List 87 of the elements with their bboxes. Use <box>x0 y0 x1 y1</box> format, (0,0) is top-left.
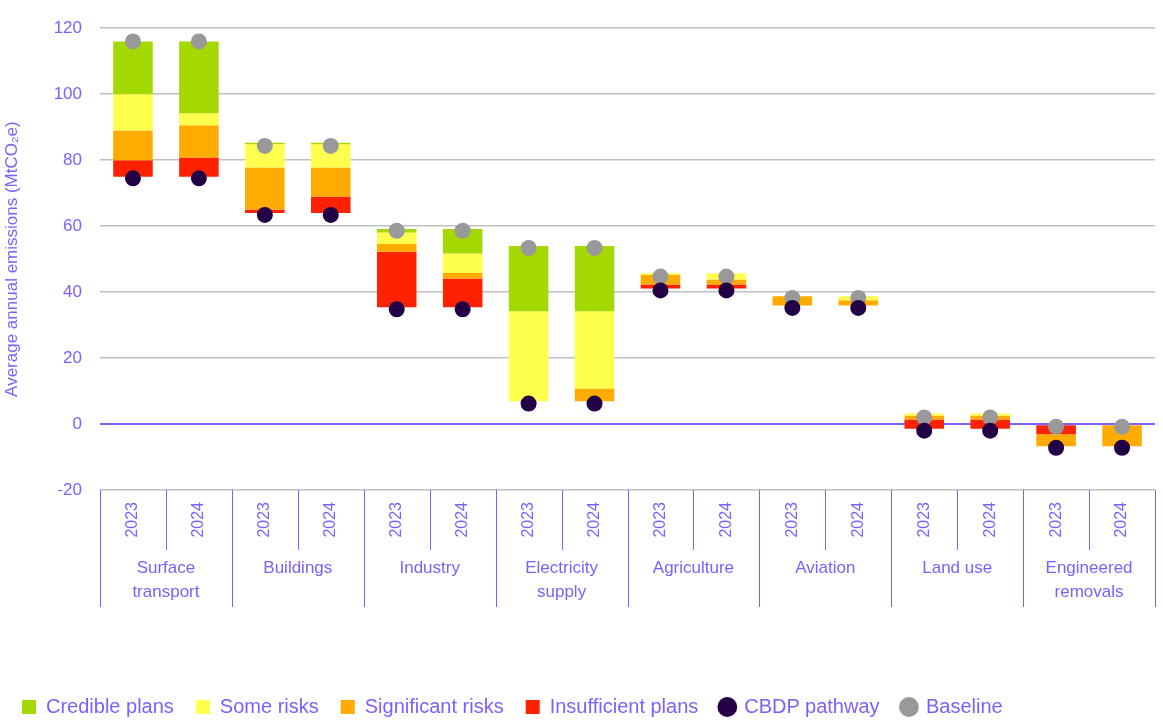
bar <box>179 125 219 158</box>
point <box>256 206 273 223</box>
y-tick-label: -20 <box>57 479 82 499</box>
point <box>1048 439 1065 456</box>
bar <box>179 157 219 177</box>
legend-label: Credible plans <box>46 694 174 717</box>
point <box>1114 439 1131 456</box>
point <box>916 409 933 426</box>
point <box>718 282 735 299</box>
legend-label: Significant risks <box>364 694 504 717</box>
text: Engineered removals <box>1045 558 1133 602</box>
bar <box>245 167 285 210</box>
x-tick-label: 2023 <box>914 501 932 538</box>
x-tick-label: 2024 <box>321 501 339 538</box>
x-tick-label: 2024 <box>453 501 471 538</box>
legend-label: Insufficient plans <box>549 694 699 717</box>
x-tick-label: 2024 <box>584 501 602 538</box>
bar <box>442 272 483 279</box>
text: Agriculture <box>652 558 735 578</box>
text: Aviation <box>795 558 856 578</box>
bar <box>311 167 351 197</box>
bar <box>376 243 417 252</box>
point <box>388 222 405 239</box>
point <box>454 301 471 318</box>
text: Industry <box>399 558 461 578</box>
y-tick-label: 0 <box>72 413 82 433</box>
y-tick-label: 80 <box>63 149 82 169</box>
point <box>586 239 603 256</box>
point <box>124 170 141 187</box>
text: Land use <box>922 558 993 578</box>
point <box>652 282 669 299</box>
y-tick-label: 20 <box>63 347 82 367</box>
bar <box>179 113 219 126</box>
point <box>586 395 603 412</box>
bar <box>508 245 549 312</box>
point <box>850 299 867 316</box>
point <box>1048 418 1065 435</box>
bar <box>179 41 219 114</box>
point <box>718 268 735 285</box>
bar <box>442 278 483 308</box>
x-tick-label: 2023 <box>650 501 668 538</box>
point <box>652 268 669 285</box>
point <box>784 299 801 316</box>
text: Buildings <box>263 558 333 578</box>
x-tick-label: 2023 <box>782 501 800 538</box>
bar <box>508 311 549 402</box>
x-tick-label: 2024 <box>980 501 998 538</box>
point <box>190 33 207 50</box>
bar <box>113 130 153 161</box>
legend-label: Baseline <box>925 694 1003 717</box>
y-tick-label: 100 <box>53 83 82 103</box>
x-tick-label: 2023 <box>387 501 405 538</box>
y-axis-title: Average annual emissions (MtCO₂e) <box>1 121 21 397</box>
bar <box>113 94 153 131</box>
point <box>322 137 339 154</box>
x-tick-label: 2023 <box>123 501 141 538</box>
y-tick-label: 60 <box>63 215 82 235</box>
x-tick-label: 2024 <box>1112 501 1130 538</box>
point <box>256 137 273 154</box>
x-tick-label: 2023 <box>1046 501 1064 538</box>
x-tick-label: 2024 <box>189 501 207 538</box>
legend-label: Some risks <box>219 694 319 717</box>
point <box>190 170 207 187</box>
point <box>520 239 537 256</box>
point <box>916 422 933 439</box>
point <box>124 33 141 50</box>
point <box>388 301 405 318</box>
point <box>982 409 999 426</box>
text: Electricity supply <box>525 558 599 602</box>
point <box>322 206 339 223</box>
bar <box>574 311 615 389</box>
y-tick-label: 40 <box>63 281 82 301</box>
bar <box>113 41 153 95</box>
bar <box>376 251 417 308</box>
y-tick-label: 120 <box>53 17 82 37</box>
point <box>454 222 471 239</box>
legend-label: CBDP pathway <box>744 694 880 717</box>
point <box>982 422 999 439</box>
x-tick-label: 2023 <box>519 501 536 538</box>
bar <box>574 245 615 312</box>
point <box>1114 418 1131 435</box>
point <box>520 395 537 412</box>
bar <box>442 253 483 273</box>
x-tick-label: 2024 <box>848 501 866 538</box>
text: Surface transport <box>132 558 200 602</box>
x-tick-label: 2023 <box>255 501 273 538</box>
x-tick-label: 2024 <box>716 501 734 538</box>
